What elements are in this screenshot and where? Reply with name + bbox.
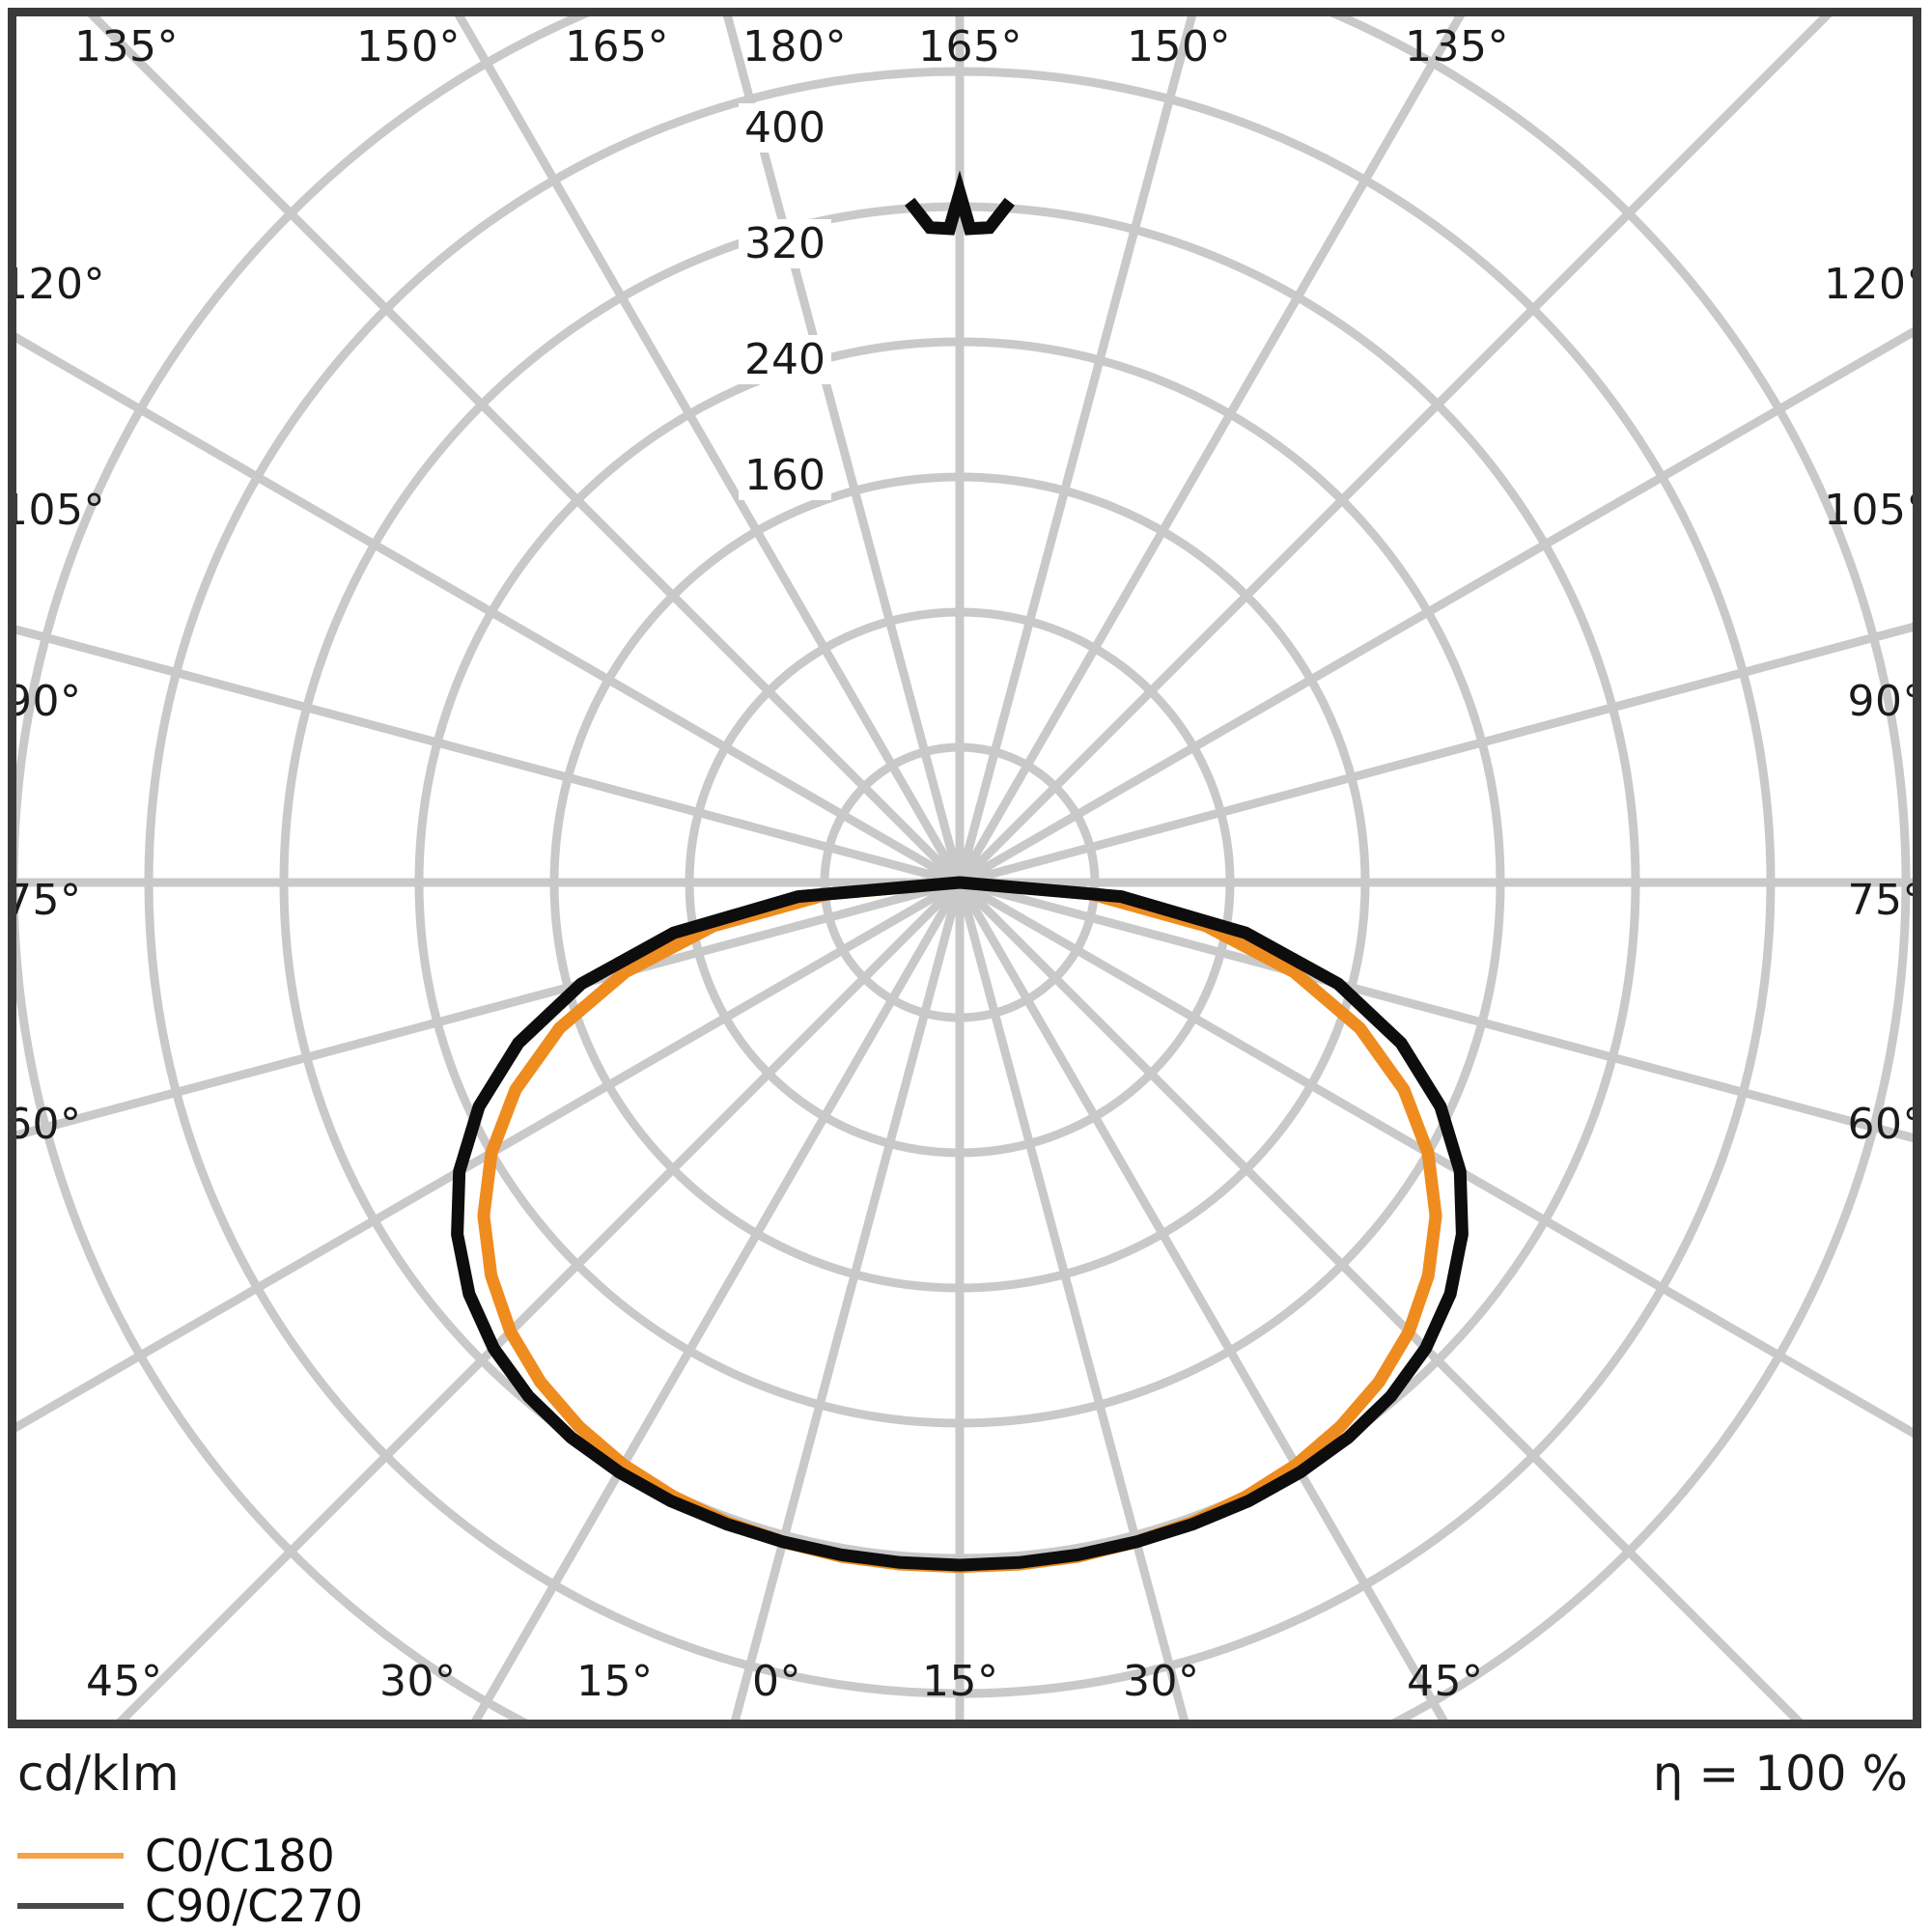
angle-label-top-150-right: 150° [1127,22,1231,71]
angle-label-top-180: 180° [742,22,847,71]
angle-label-left-60: 60° [8,1100,82,1149]
angle-label-left-105: 105° [8,486,105,535]
legend-swatch-c0-c180 [17,1853,124,1859]
angle-label-right-90: 90° [1847,677,1921,726]
efficiency-label: η = 100 % [1652,1746,1908,1802]
angle-label-top-135-left: 135° [74,22,179,71]
legend-swatch-c90-c270 [17,1903,124,1909]
angle-label-left-90: 90° [8,677,82,726]
angle-label-bottom-30-left: 30° [379,1657,457,1706]
angle-label-bottom-0: 0° [752,1657,801,1706]
legend-label-c0-c180: C0/C180 [145,1830,335,1882]
angle-label-right-105: 105° [1824,486,1921,535]
legend-item-c90-c270: C90/C270 [17,1880,364,1932]
radial-tick-label-400: 400 [739,103,831,153]
angle-label-bottom-45-right: 45° [1407,1657,1484,1706]
angle-label-bottom-15-right: 15° [922,1657,999,1706]
angle-label-bottom-30-right: 30° [1123,1657,1200,1706]
legend-item-c0-c180: C0/C180 [17,1830,335,1882]
angle-label-left-75: 75° [8,876,82,925]
chart-footer: cd/klm η = 100 % C0/C180 C90/C270 [0,1738,1931,1931]
radial-tick-label-240: 240 [739,335,831,384]
polar-plot-frame: 135° 150° 165° 180° 165° 150° 135° 120° … [8,8,1921,1728]
angle-label-top-165-left: 165° [565,22,669,71]
angle-label-top-165-right: 165° [918,22,1022,71]
legend-label-c90-c270: C90/C270 [145,1880,364,1932]
angle-label-bottom-45-left: 45° [86,1657,163,1706]
angle-label-right-120: 120° [1824,260,1921,309]
angle-label-top-150-left: 150° [356,22,461,71]
angle-label-right-60: 60° [1847,1100,1921,1149]
angle-label-right-75: 75° [1847,876,1921,925]
radial-tick-label-160: 160 [739,451,831,500]
radial-tick-label-320: 320 [739,219,831,268]
angle-label-bottom-15-left: 15° [576,1657,654,1706]
angle-label-top-135-right: 135° [1405,22,1509,71]
unit-label: cd/klm [17,1746,180,1802]
polar-grid-and-curves [16,16,1913,1720]
angle-label-left-120: 120° [8,260,105,309]
